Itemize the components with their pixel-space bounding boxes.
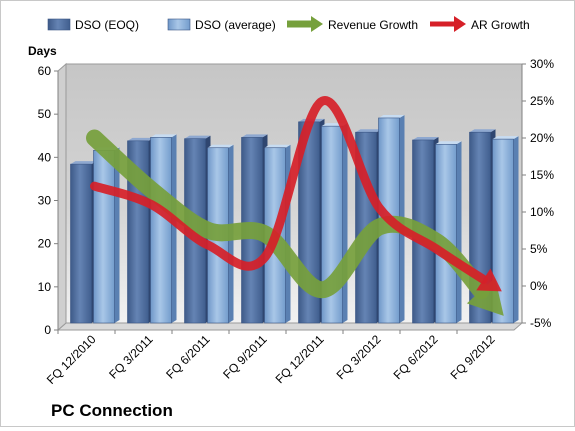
right-tick-label: 0% — [530, 279, 548, 293]
left-tick-label: 60 — [38, 64, 52, 78]
line-series — [86, 96, 504, 316]
chart-title: PC Connection — [51, 401, 173, 420]
right-tick-label: 15% — [530, 168, 554, 182]
legend-label: DSO (average) — [195, 18, 276, 32]
left-tick-label: 10 — [38, 280, 52, 294]
right-tick-label: 25% — [530, 94, 554, 108]
legend-item: DSO (average) — [167, 18, 276, 32]
legend-label: AR Growth — [471, 18, 530, 32]
bar-dso-average — [150, 134, 177, 324]
left-tick-label: 40 — [38, 150, 52, 164]
x-tick-label: FQ 12/2010 — [44, 332, 99, 387]
x-tick-label: FQ 3/2011 — [106, 332, 156, 382]
right-axis: -5% 0% 5% 10% 15% 20% 25% 30% — [521, 57, 554, 330]
x-tick-label: FQ 3/2012 — [334, 332, 384, 382]
x-tick-label: FQ 12/2011 — [273, 332, 327, 386]
legend-swatch — [47, 18, 71, 31]
left-tick-label: 30 — [38, 194, 52, 208]
bar-dso-average — [492, 136, 519, 324]
right-tick-label: -5% — [530, 316, 552, 330]
legend-item: DSO (EOQ) — [47, 18, 139, 32]
legend-label: Revenue Growth — [328, 18, 418, 32]
legend-label: DSO (EOQ) — [75, 18, 139, 32]
left-tick-label: 20 — [38, 237, 52, 251]
right-tick-label: 5% — [530, 242, 548, 256]
bar-dso-average — [93, 147, 120, 324]
plot-side-wall — [57, 62, 67, 332]
left-tick-label: 0 — [44, 323, 51, 337]
x-tick-label: FQ 9/2012 — [448, 332, 498, 382]
legend-item: AR Growth — [430, 16, 530, 32]
left-axis: 0 10 20 30 40 50 60 — [38, 64, 59, 337]
x-tick-label: FQ 9/2011 — [220, 332, 270, 382]
right-tick-label: 10% — [530, 205, 554, 219]
bar-dso-average — [435, 141, 462, 324]
x-tick-label: FQ 6/2012 — [391, 332, 441, 382]
plot-floor — [56, 322, 524, 331]
x-tick-label: FQ 6/2011 — [163, 332, 213, 382]
left-tick-label: 50 — [38, 107, 52, 121]
legend: DSO (EOQ) DSO (average) Revenue Growth AR G… — [47, 16, 530, 32]
y-axis-title: Days — [28, 44, 57, 58]
legend-swatch — [167, 18, 191, 31]
legend-item: Revenue Growth — [287, 16, 418, 32]
arrowhead — [476, 268, 502, 292]
right-tick-label: 30% — [530, 57, 554, 71]
right-tick-label: 20% — [530, 131, 554, 145]
x-axis: FQ 12/2010 FQ 3/2011 FQ 6/2011 FQ 9/2011 FQ … — [44, 330, 498, 387]
line-ar-growth — [90, 96, 502, 292]
